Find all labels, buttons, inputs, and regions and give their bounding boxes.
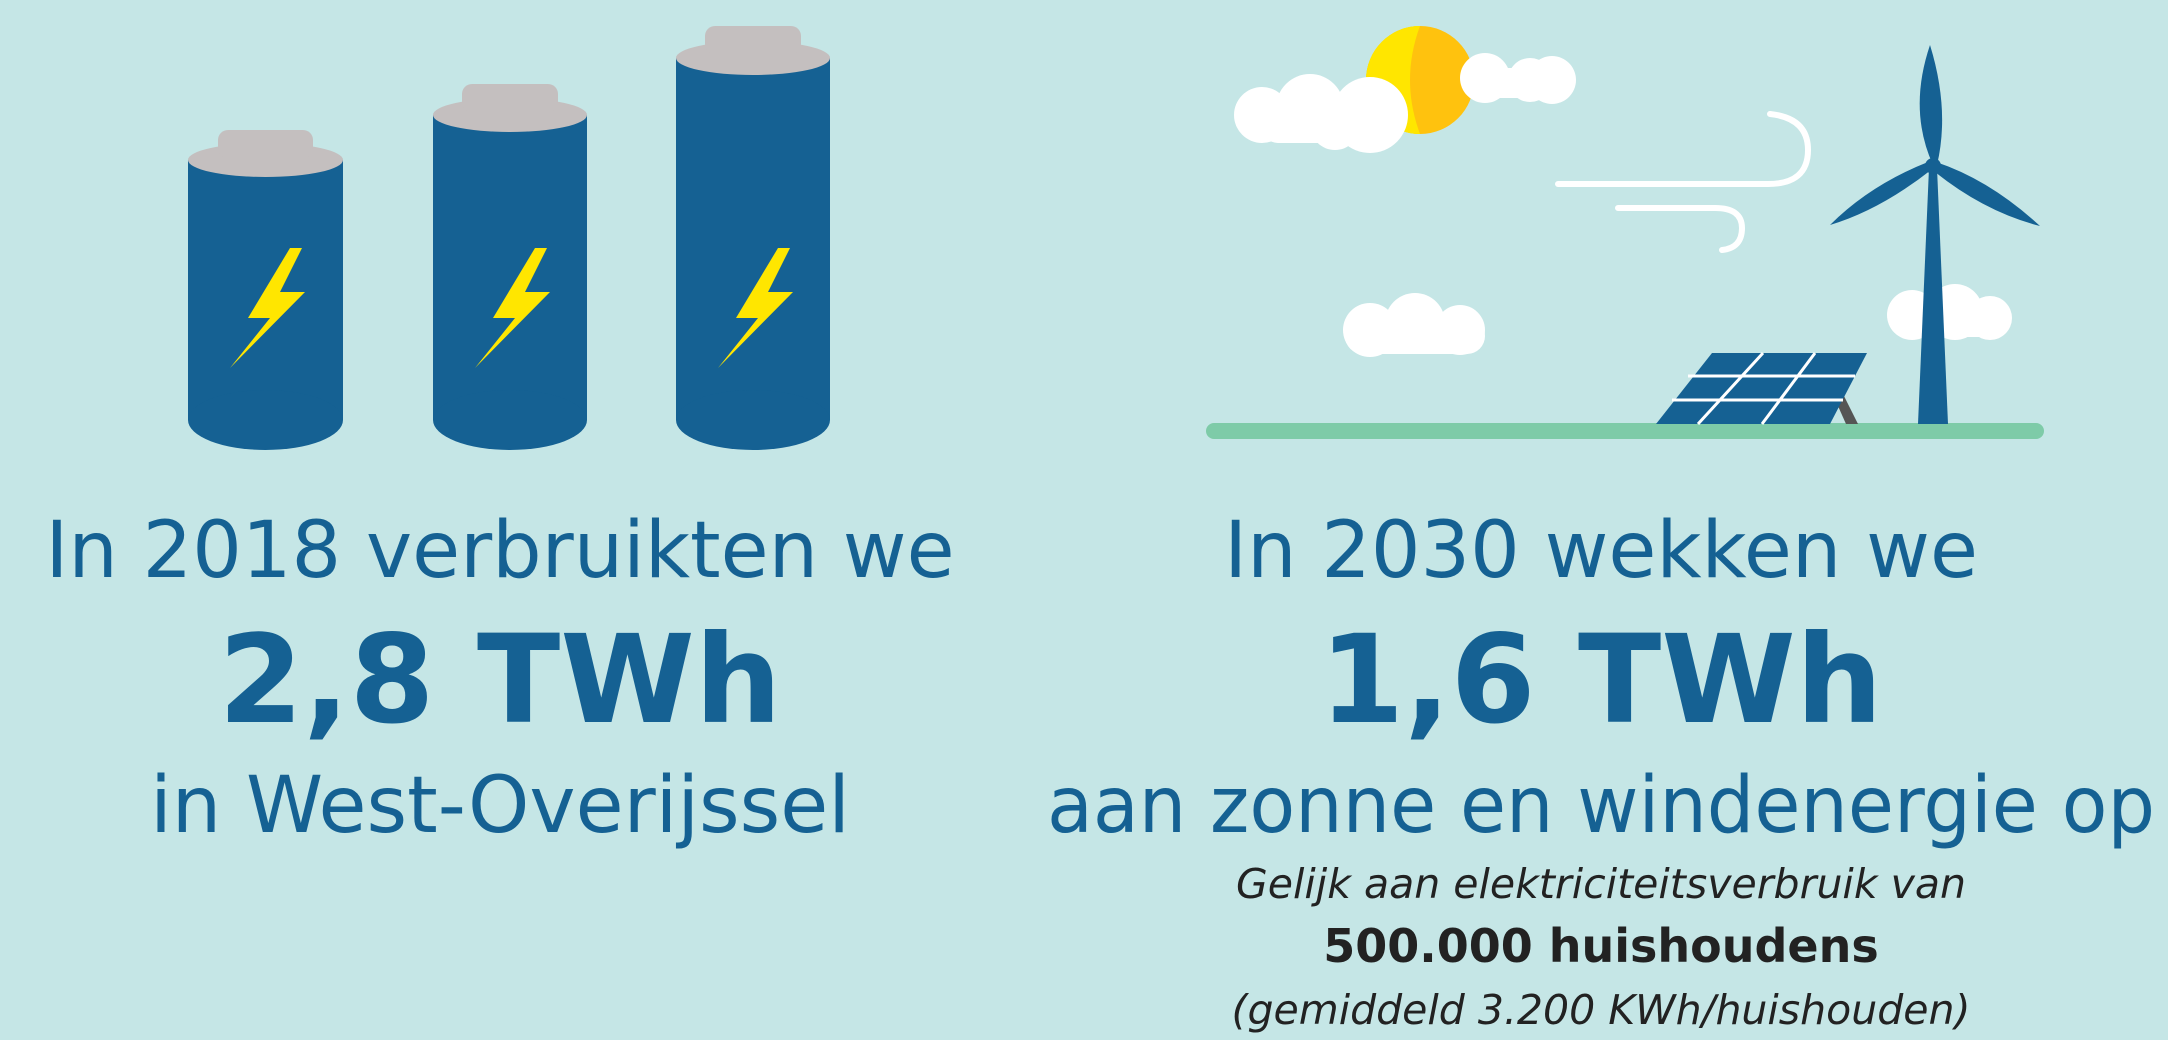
battery	[433, 84, 587, 450]
cloud	[1460, 53, 1576, 104]
battery	[676, 26, 830, 450]
batteries	[188, 26, 830, 450]
solar-panel	[1656, 351, 1867, 426]
cloud	[1887, 284, 2012, 340]
note: Gelijk aan elektriciteitsverbruik van	[1236, 860, 1966, 908]
ground	[1206, 423, 2044, 439]
cloud	[1234, 74, 1408, 153]
renewable-scene	[1206, 26, 2044, 439]
intro-text: In 2030 wekken we	[1224, 506, 1978, 596]
amount: 1,6 TWh	[1319, 609, 1882, 751]
households: 500.000 huishoudens	[1323, 919, 1879, 973]
intro-text: In 2018 verbruikten we	[45, 506, 954, 596]
average: (gemiddeld 3.200 KWh/huishouden)	[1232, 986, 1971, 1034]
detail: aan zonne en windenergie op	[1047, 761, 2155, 851]
wind-lines	[1555, 111, 1812, 253]
place: in West-Overijssel	[150, 761, 850, 851]
wind-turbine	[1830, 45, 2040, 424]
cloud	[1343, 293, 1485, 357]
amount: 2,8 TWh	[218, 609, 781, 751]
battery	[188, 130, 343, 450]
